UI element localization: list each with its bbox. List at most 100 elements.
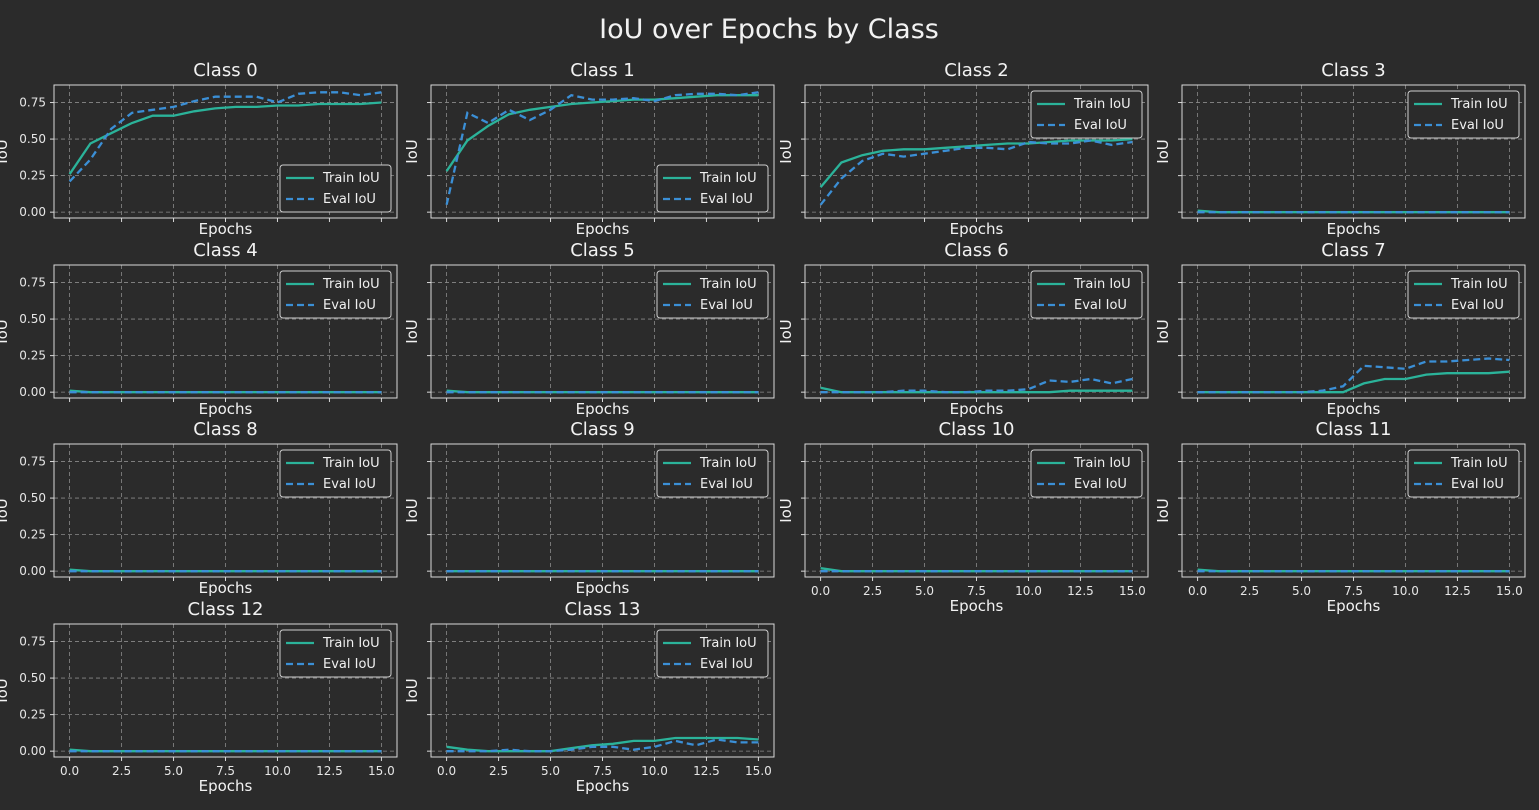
y-axis-label: IoU — [0, 498, 11, 523]
x-tick-label: 7.5 — [216, 764, 235, 778]
x-tick-label: 0.0 — [60, 764, 79, 778]
y-tick-label: 0.50 — [19, 132, 46, 146]
x-axis-label: Epochs — [950, 220, 1004, 238]
y-axis-label: IoU — [0, 139, 11, 164]
subplot-12: 0.00 0.25 0.50 0.75 0.0 2.5 5.0 7.5 10.0 12.5 15.0… — [0, 599, 398, 795]
x-tick-label: 0.0 — [437, 764, 456, 778]
train-iou-line — [446, 736, 759, 753]
legend-label: Eval IoU — [1451, 298, 1504, 313]
x-tick-label: 10.0 — [641, 764, 668, 778]
x-tick-label: 10.0 — [1392, 584, 1419, 598]
legend-box — [656, 270, 769, 319]
y-tick-label: 0.75 — [19, 276, 46, 290]
subplot-title: Class 8 — [193, 419, 258, 440]
y-axis-label: IoU — [403, 678, 421, 703]
x-tick-label: 5.0 — [164, 764, 183, 778]
subplot-11: 0.0 2.5 5.0 7.5 10.0 12.5 15.0 Class 11 Epochs Io… — [1154, 419, 1526, 615]
subplot-title: Class 9 — [570, 419, 635, 440]
legend-label: Eval IoU — [1451, 118, 1504, 133]
legend-label: Eval IoU — [323, 298, 376, 313]
x-tick-label: 10.0 — [1015, 584, 1042, 598]
x-tick-label: 5.0 — [541, 764, 560, 778]
x-axis-label: Epochs — [199, 220, 253, 238]
subplot-title: Class 1 — [570, 60, 635, 81]
legend-label: Train IoU — [699, 456, 757, 471]
train-iou-line — [68, 101, 382, 175]
legend-label: Train IoU — [1073, 456, 1131, 471]
eval-iou-line — [1197, 357, 1510, 394]
x-axis-label: Epochs — [1327, 220, 1381, 238]
legend: Train IoU Eval IoU — [279, 629, 392, 678]
legend-label: Eval IoU — [1074, 298, 1127, 313]
legend: Train IoU Eval IoU — [279, 449, 392, 498]
subplot-5: Class 5 Epochs IoU Train IoU Eval IoU — [403, 240, 775, 418]
train-iou-line — [819, 137, 1133, 189]
subplot-title: Class 0 — [193, 60, 258, 81]
legend: Train IoU Eval IoU — [1030, 90, 1143, 139]
legend-label: Eval IoU — [700, 192, 753, 207]
legend-label: Train IoU — [322, 456, 380, 471]
x-axis-label: Epochs — [199, 400, 253, 418]
legend: Train IoU Eval IoU — [656, 449, 769, 498]
subplot-title: Class 4 — [193, 240, 258, 261]
legend-label: Eval IoU — [700, 298, 753, 313]
legend-label: Train IoU — [699, 171, 757, 186]
x-tick-label: 15.0 — [1119, 584, 1146, 598]
legend-box — [279, 629, 392, 678]
x-axis-label: Epochs — [576, 400, 630, 418]
subplot-title: Class 7 — [1321, 240, 1386, 261]
legend-label: Train IoU — [1073, 97, 1131, 112]
legend-label: Train IoU — [322, 171, 380, 186]
y-axis-label: IoU — [0, 678, 11, 703]
legend-box — [656, 449, 769, 498]
legend-label: Train IoU — [322, 277, 380, 292]
x-tick-label: 2.5 — [112, 764, 131, 778]
x-tick-label: 7.5 — [593, 764, 612, 778]
y-axis-label: IoU — [777, 319, 795, 344]
subplot-title: Class 10 — [939, 419, 1015, 440]
legend: Train IoU Eval IoU — [1407, 90, 1520, 139]
x-tick-label: 7.5 — [967, 584, 986, 598]
y-tick-label: 0.75 — [19, 635, 46, 649]
subplot-13: 0.0 2.5 5.0 7.5 10.0 12.5 15.0 Class 13 Epochs Io… — [403, 599, 775, 795]
x-tick-label: 15.0 — [745, 764, 772, 778]
y-tick-label: 0.25 — [19, 708, 46, 722]
eval-iou-line — [819, 139, 1133, 206]
x-tick-label: 5.0 — [915, 584, 934, 598]
x-tick-label: 7.5 — [1344, 584, 1363, 598]
legend-label: Eval IoU — [1074, 477, 1127, 492]
x-axis-label: Epochs — [199, 579, 253, 597]
legend-label: Train IoU — [1450, 456, 1508, 471]
subplot-title: Class 2 — [944, 60, 1009, 81]
subplot-0: 0.00 0.25 0.50 0.75 Class 0 Epochs IoU Train Io… — [0, 60, 398, 238]
y-axis-label: IoU — [403, 319, 421, 344]
y-axis-label: IoU — [1154, 319, 1172, 344]
y-tick-label: 0.00 — [19, 564, 46, 578]
y-tick-label: 0.00 — [19, 205, 46, 219]
subplot-grid: 0.00 0.25 0.50 0.75 Class 0 Epochs IoU Train Io… — [0, 60, 1526, 795]
x-axis-label: Epochs — [576, 220, 630, 238]
y-tick-label: 0.25 — [19, 528, 46, 542]
train-iou-line — [445, 94, 759, 172]
y-axis-label: IoU — [1154, 139, 1172, 164]
x-tick-label: 15.0 — [1496, 584, 1523, 598]
x-axis-label: Epochs — [950, 400, 1004, 418]
eval-iou-line — [68, 91, 382, 183]
subplot-2: Class 2 Epochs IoU Train IoU Eval IoU — [777, 60, 1149, 238]
x-tick-label: 2.5 — [863, 584, 882, 598]
x-axis-label: Epochs — [576, 579, 630, 597]
subplot-10: 0.0 2.5 5.0 7.5 10.0 12.5 15.0 Class 10 Epochs Io… — [777, 419, 1149, 615]
legend: Train IoU Eval IoU — [656, 164, 769, 213]
subplot-8: 0.00 0.25 0.50 0.75 Class 8 Epochs IoU Train Io… — [0, 419, 398, 597]
y-tick-label: 0.50 — [19, 312, 46, 326]
legend-label: Train IoU — [322, 636, 380, 651]
legend: Train IoU Eval IoU — [1030, 270, 1143, 319]
x-tick-label: 5.0 — [1292, 584, 1311, 598]
subplot-title: Class 11 — [1316, 419, 1392, 440]
legend: Train IoU Eval IoU — [279, 164, 392, 213]
x-tick-label: 0.0 — [1188, 584, 1207, 598]
legend-box — [1030, 90, 1143, 139]
subplot-title: Class 6 — [944, 240, 1009, 261]
subplot-6: Class 6 Epochs IoU Train IoU Eval IoU — [777, 240, 1149, 418]
